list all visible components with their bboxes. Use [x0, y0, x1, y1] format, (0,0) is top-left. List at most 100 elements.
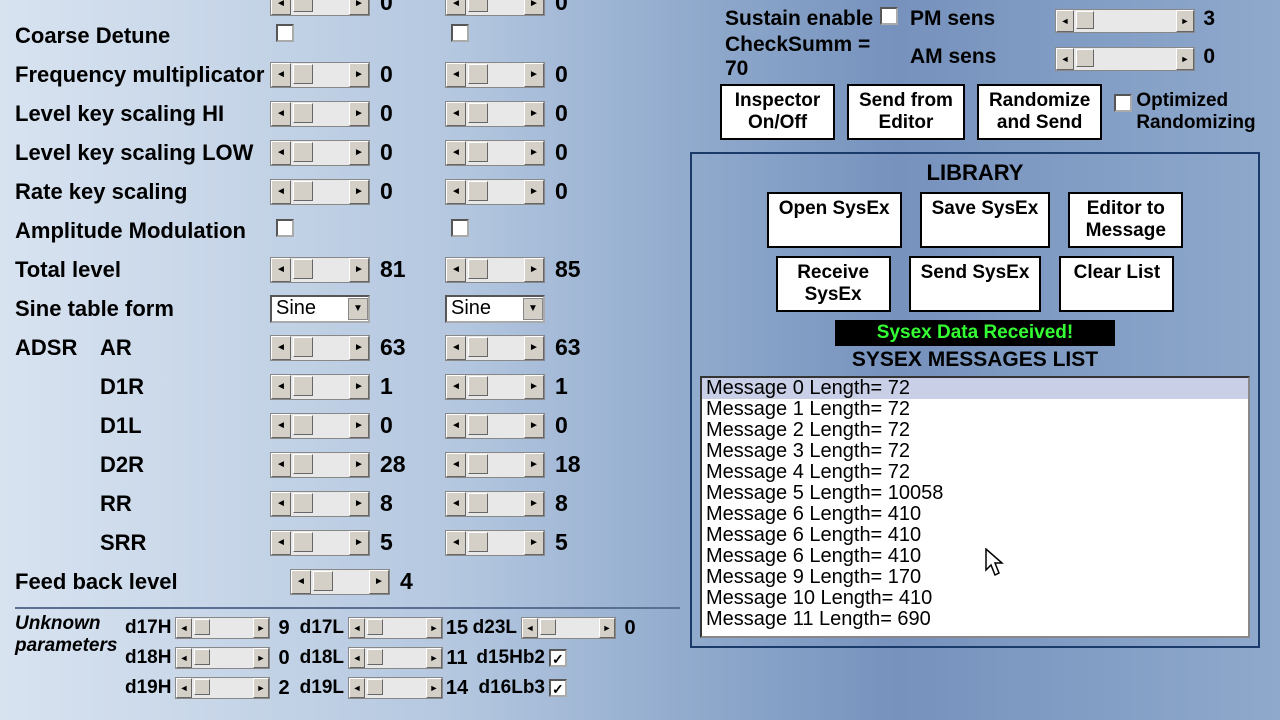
message-list-item[interactable]: Message 6 Length= 410	[702, 546, 1248, 567]
increment-icon[interactable]: ►	[524, 531, 544, 555]
adsr-SRR-spinner-1[interactable]: ◄►	[270, 530, 370, 556]
message-list-item[interactable]: Message 10 Length= 410	[702, 588, 1248, 609]
increment-icon[interactable]: ►	[426, 678, 442, 698]
decrement-icon[interactable]: ◄	[271, 258, 291, 282]
fine-detune-spinner-2[interactable]: ◄►	[445, 0, 545, 16]
clear-list-button[interactable]: Clear List	[1059, 256, 1174, 312]
decrement-icon[interactable]: ◄	[446, 414, 466, 438]
unk-d18L[interactable]: ◄►	[348, 647, 443, 669]
decrement-icon[interactable]: ◄	[271, 531, 291, 555]
decrement-icon[interactable]: ◄	[446, 141, 466, 165]
increment-icon[interactable]: ►	[349, 0, 369, 15]
increment-icon[interactable]: ►	[349, 375, 369, 399]
increment-icon[interactable]: ►	[599, 618, 615, 638]
decrement-icon[interactable]: ◄	[271, 63, 291, 87]
message-list-item[interactable]: Message 9 Length= 170	[702, 567, 1248, 588]
inspector-button[interactable]: Inspector On/Off	[720, 84, 835, 140]
param-2-spinner-2[interactable]: ◄►	[445, 101, 545, 127]
decrement-icon[interactable]: ◄	[446, 258, 466, 282]
unk-d17H[interactable]: ◄►	[175, 617, 270, 639]
decrement-icon[interactable]: ◄	[349, 618, 365, 638]
decrement-icon[interactable]: ◄	[1056, 48, 1074, 70]
decrement-icon[interactable]: ◄	[446, 0, 466, 15]
increment-icon[interactable]: ►	[349, 492, 369, 516]
decrement-icon[interactable]: ◄	[176, 678, 192, 698]
message-list-item[interactable]: Message 11 Length= 690	[702, 609, 1248, 630]
adsr-AR-spinner-1[interactable]: ◄►	[270, 335, 370, 361]
decrement-icon[interactable]: ◄	[446, 375, 466, 399]
increment-icon[interactable]: ►	[253, 648, 269, 668]
increment-icon[interactable]: ►	[349, 336, 369, 360]
increment-icon[interactable]: ►	[524, 141, 544, 165]
increment-icon[interactable]: ►	[426, 648, 442, 668]
increment-icon[interactable]: ►	[349, 453, 369, 477]
increment-icon[interactable]: ►	[349, 531, 369, 555]
message-list-item[interactable]: Message 1 Length= 72	[702, 399, 1248, 420]
message-list-item[interactable]: Message 6 Length= 410	[702, 504, 1248, 525]
messages-list[interactable]: Message 0 Length= 72Message 1 Length= 72…	[700, 376, 1250, 638]
adsr-RR-spinner-2[interactable]: ◄►	[445, 491, 545, 517]
param-6-spinner-1[interactable]: ◄►	[270, 257, 370, 283]
open-sysex-button[interactable]: Open SysEx	[767, 192, 902, 248]
adsr-D2R-spinner-1[interactable]: ◄►	[270, 452, 370, 478]
message-list-item[interactable]: Message 6 Length= 410	[702, 525, 1248, 546]
chevron-down-icon[interactable]: ▼	[523, 298, 543, 320]
decrement-icon[interactable]: ◄	[291, 570, 311, 594]
increment-icon[interactable]: ►	[253, 618, 269, 638]
unk-d23L[interactable]: ◄►	[521, 617, 616, 639]
save-sysex-button[interactable]: Save SysEx	[920, 192, 1051, 248]
decrement-icon[interactable]: ◄	[349, 648, 365, 668]
decrement-icon[interactable]: ◄	[271, 180, 291, 204]
increment-icon[interactable]: ►	[524, 180, 544, 204]
sine-dropdown-1[interactable]: Sine▼	[270, 295, 370, 323]
param-1-spinner-1[interactable]: ◄►	[270, 62, 370, 88]
decrement-icon[interactable]: ◄	[271, 0, 291, 15]
adsr-RR-spinner-1[interactable]: ◄►	[270, 491, 370, 517]
increment-icon[interactable]: ►	[524, 258, 544, 282]
sine-dropdown-2[interactable]: Sine▼	[445, 295, 545, 323]
sustain-checkbox[interactable]	[880, 7, 898, 25]
optimized-randomizing-checkbox[interactable]	[1114, 94, 1132, 112]
increment-icon[interactable]: ►	[524, 453, 544, 477]
param-6-spinner-2[interactable]: ◄►	[445, 257, 545, 283]
param-4-spinner-2[interactable]: ◄►	[445, 179, 545, 205]
decrement-icon[interactable]: ◄	[446, 492, 466, 516]
pm-sens-spinner[interactable]: ◄►	[1055, 9, 1195, 33]
decrement-icon[interactable]: ◄	[446, 63, 466, 87]
param-checkbox[interactable]	[451, 219, 469, 237]
increment-icon[interactable]: ►	[426, 618, 442, 638]
param-1-spinner-2[interactable]: ◄►	[445, 62, 545, 88]
send-from-editor-button[interactable]: Send from Editor	[847, 84, 965, 140]
adsr-AR-spinner-2[interactable]: ◄►	[445, 335, 545, 361]
increment-icon[interactable]: ►	[524, 414, 544, 438]
unk-checkbox[interactable]	[549, 649, 567, 667]
decrement-icon[interactable]: ◄	[522, 618, 538, 638]
message-list-item[interactable]: Message 2 Length= 72	[702, 420, 1248, 441]
decrement-icon[interactable]: ◄	[446, 336, 466, 360]
adsr-D1L-spinner-1[interactable]: ◄►	[270, 413, 370, 439]
increment-icon[interactable]: ►	[524, 63, 544, 87]
unk-d17L[interactable]: ◄►	[348, 617, 443, 639]
param-2-spinner-1[interactable]: ◄►	[270, 101, 370, 127]
increment-icon[interactable]: ►	[524, 336, 544, 360]
param-4-spinner-1[interactable]: ◄►	[270, 179, 370, 205]
param-3-spinner-1[interactable]: ◄►	[270, 140, 370, 166]
decrement-icon[interactable]: ◄	[176, 648, 192, 668]
decrement-icon[interactable]: ◄	[271, 336, 291, 360]
send-sysex-button[interactable]: Send SysEx	[909, 256, 1042, 312]
message-list-item[interactable]: Message 0 Length= 72	[702, 378, 1248, 399]
increment-icon[interactable]: ►	[349, 414, 369, 438]
increment-icon[interactable]: ►	[349, 258, 369, 282]
param-checkbox[interactable]	[451, 24, 469, 42]
increment-icon[interactable]: ►	[524, 0, 544, 15]
decrement-icon[interactable]: ◄	[271, 102, 291, 126]
decrement-icon[interactable]: ◄	[1056, 10, 1074, 32]
increment-icon[interactable]: ►	[349, 63, 369, 87]
fine-detune-spinner-1[interactable]: ◄►	[270, 0, 370, 16]
message-list-item[interactable]: Message 4 Length= 72	[702, 462, 1248, 483]
message-list-item[interactable]: Message 3 Length= 72	[702, 441, 1248, 462]
adsr-D2R-spinner-2[interactable]: ◄►	[445, 452, 545, 478]
feedback-spinner[interactable]: ◄►	[290, 569, 390, 595]
param-checkbox[interactable]	[276, 24, 294, 42]
increment-icon[interactable]: ►	[349, 141, 369, 165]
